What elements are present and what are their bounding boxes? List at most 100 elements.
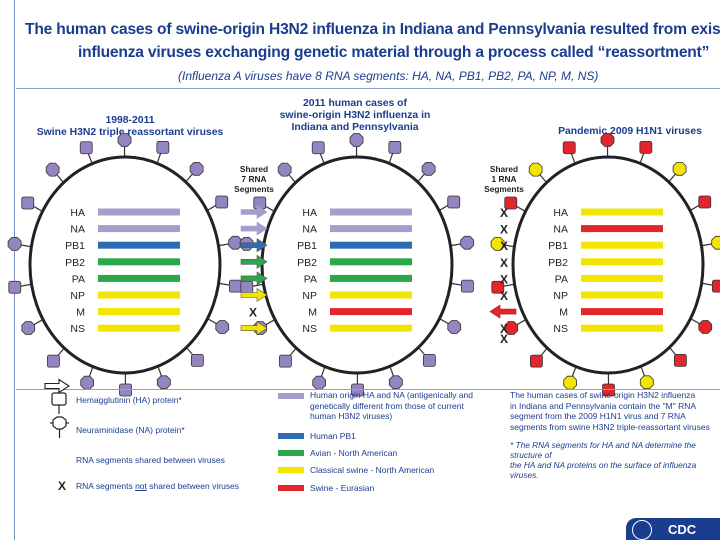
left-heading-line-2: Swine H3N2 triple reassortant viruses — [36, 127, 224, 138]
shared-7-label: Shared 7 RNA Segments — [227, 164, 281, 194]
ha-spike — [504, 196, 518, 210]
middle-segment-bar-NP — [330, 291, 412, 299]
middle-segment-label-PB2: PB2 — [297, 257, 317, 269]
subtitle: (Influenza A viruses have 8 RNA segments… — [178, 69, 599, 83]
left-segment-label-PB1: PB1 — [65, 240, 85, 252]
not-shared-pre: RNA segments — [76, 481, 136, 491]
middle-heading-line-1: 2011 human cases of — [303, 98, 407, 109]
middle-segment-bar-PB1 — [330, 241, 412, 249]
legend-na-label: Neuraminidase (NA) protein* — [76, 425, 185, 435]
shared-arrow-PB1 — [240, 238, 268, 253]
header-divider — [16, 88, 720, 89]
na-spike — [228, 235, 243, 250]
left-segment-label-NS: NS — [70, 323, 85, 335]
shared-7-line-1: Shared — [239, 164, 269, 174]
title-line-2: influenza viruses exchanging genetic mat… — [78, 44, 710, 61]
na-spike — [639, 375, 654, 390]
ha-spike — [156, 140, 170, 154]
shared-arrow-HA — [240, 204, 268, 220]
left-column-heading: 1998-2011 Swine H3N2 triple reassortant … — [10, 115, 250, 139]
right-segment-label-NS: NS — [553, 323, 568, 335]
middle-segment-bar-NS — [330, 324, 412, 332]
na-spike — [600, 133, 615, 147]
na-spike — [421, 161, 436, 176]
not-shared-post: shared between viruses — [146, 481, 240, 491]
left-segment-bar-PB1 — [98, 241, 180, 249]
footnote-line-1: * The RNA segments for HA and NA determi… — [510, 440, 696, 460]
na-protein-icon — [50, 416, 69, 438]
middle-heading-line-3: Indiana and Pennsylvania — [291, 122, 419, 133]
cdc-logo-text: CDC — [668, 522, 697, 537]
na-spike — [711, 235, 720, 250]
right-segment-label-PB2: PB2 — [548, 257, 568, 269]
right-segment-bar-M — [581, 308, 663, 316]
middle-segment-label-NS: NS — [302, 323, 317, 335]
human-origin-line-3: human H3N2 viruses) — [310, 411, 393, 421]
ha-spike — [278, 354, 292, 368]
middle-heading-line-2: swine-origin H3N2 influenza in — [279, 110, 431, 121]
right-segment-bar-PB2 — [581, 258, 663, 266]
human-origin-line-2: genetically different from those of curr… — [310, 400, 464, 411]
right-not-shared-x-PB1: X — [500, 239, 508, 253]
ha-spike — [639, 140, 653, 154]
right-segment-label-HA: HA — [553, 207, 568, 219]
left-segment-label-NP: NP — [70, 290, 85, 302]
ha-spike — [562, 141, 576, 155]
na-spike — [189, 161, 204, 176]
explanation-line-1: The human cases of swine-origin H3N2 inf… — [510, 390, 696, 400]
na-spike — [447, 320, 462, 334]
title-line-1: The human cases of swine-origin H3N2 inf… — [25, 21, 720, 38]
left-heading-line-1: 1998-2011 — [105, 115, 155, 126]
right-segment-label-NA: NA — [553, 224, 568, 236]
human-pb1-swatch — [278, 433, 304, 439]
shared-1-line-3: Segments — [484, 184, 524, 194]
classical-swatch — [278, 467, 304, 473]
legend-human-pb1: Human PB1 — [310, 431, 356, 441]
footnote: * The RNA segments for HA and NA determi… — [510, 440, 720, 480]
right-segment-bar-PA — [581, 274, 663, 282]
ha-protein-icon — [51, 392, 67, 414]
middle-segment-bar-PB2 — [330, 258, 412, 266]
legend-ha-label: Hemagglutinin (HA) protein* — [76, 395, 182, 405]
human-origin-line-1: Human origin HA and NA (antigenically an… — [310, 390, 474, 400]
eurasian-swatch — [278, 485, 304, 491]
right-segment-bar-NS — [581, 324, 663, 332]
legend-avian: Avian - North American — [310, 448, 398, 458]
left-segment-label-M: M — [76, 307, 85, 319]
ha-spike — [190, 353, 204, 367]
left-segment-bar-NS — [98, 324, 180, 332]
middle-segment-bar-M — [330, 308, 412, 316]
right-not-shared-x-NA: X — [500, 223, 508, 237]
na-spike — [504, 321, 519, 335]
ha-spike — [79, 141, 93, 155]
cdc-logo: CDC — [626, 518, 720, 540]
avian-swatch — [278, 450, 304, 456]
left-segment-bar-M — [98, 308, 180, 316]
legend-eurasian: Swine - Eurasian — [310, 483, 375, 493]
na-spike — [7, 236, 22, 251]
ha-spike — [460, 279, 474, 293]
legend-shared-label: RNA segments shared between viruses — [76, 455, 225, 465]
na-spike — [460, 235, 475, 250]
ha-spike — [311, 141, 325, 155]
na-spike — [21, 321, 36, 335]
shared-arrow-M-from-pandemic — [489, 304, 517, 319]
right-segment-bar-PB1 — [581, 241, 663, 249]
middle-segment-label-HA: HA — [302, 207, 317, 219]
hhs-seal-icon — [632, 520, 652, 540]
left-segment-label-PB2: PB2 — [65, 257, 85, 269]
ha-spike — [698, 195, 712, 209]
ha-spike — [673, 353, 687, 367]
ha-spike — [215, 195, 229, 209]
human-origin-swatch — [278, 393, 304, 399]
middle-virus — [239, 133, 475, 397]
left-segment-bar-HA — [98, 208, 180, 216]
ha-spike — [447, 195, 461, 209]
shared-arrow-PB2 — [240, 254, 268, 269]
legend-classical: Classical swine - North American — [310, 465, 435, 475]
left-not-shared-x-M: X — [249, 306, 257, 320]
explanation-text: The human cases of swine-origin H3N2 inf… — [510, 390, 710, 432]
